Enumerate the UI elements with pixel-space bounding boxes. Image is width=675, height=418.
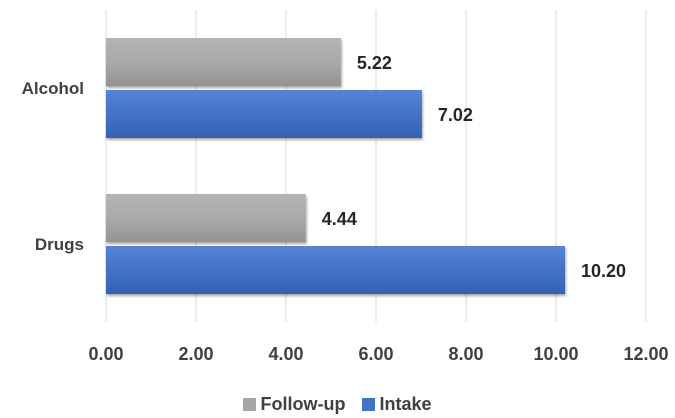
x-tick-label: 0.00: [88, 344, 123, 364]
legend-label-follow-up: Follow-up: [260, 394, 345, 414]
legend: Follow-up Intake: [0, 394, 675, 415]
bars: [106, 38, 565, 294]
x-tick-label: 12.00: [623, 344, 668, 364]
bar-drugs-follow-up: [106, 194, 306, 242]
x-tick-label: 10.00: [533, 344, 578, 364]
bar-chart: 0.00 2.00 4.00 6.00 8.00 10.00 12.00 Alcohol Dru…: [0, 0, 675, 390]
legend-item-intake: Intake: [362, 394, 431, 415]
data-label-drugs-follow-up: 4.44: [322, 209, 357, 229]
data-label-alcohol-intake: 7.02: [438, 105, 473, 125]
legend-label-intake: Intake: [379, 394, 431, 414]
legend-swatch-follow-up: [243, 398, 256, 411]
bar-drugs-intake: [106, 246, 565, 294]
category-label-drugs: Drugs: [35, 235, 84, 254]
data-label-alcohol-follow-up: 5.22: [357, 53, 392, 73]
bar-alcohol-intake: [106, 90, 422, 138]
data-label-drugs-intake: 10.20: [581, 261, 626, 281]
x-tick-label: 6.00: [358, 344, 393, 364]
x-tick-label: 4.00: [268, 344, 303, 364]
legend-swatch-intake: [362, 398, 375, 411]
x-tick-label: 8.00: [448, 344, 483, 364]
x-tick-label: 2.00: [178, 344, 213, 364]
legend-item-follow-up: Follow-up: [243, 394, 345, 415]
bar-alcohol-follow-up: [106, 38, 341, 86]
category-label-alcohol: Alcohol: [22, 79, 84, 98]
